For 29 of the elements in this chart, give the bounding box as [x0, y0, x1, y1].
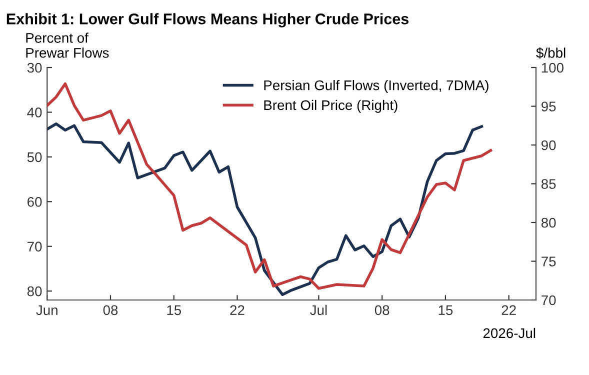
x-tick-label: 08: [374, 305, 390, 316]
legend-label: Persian Gulf Flows (Inverted, 7DMA): [264, 80, 488, 93]
x-tick-label: 08: [103, 305, 118, 316]
y2-tick-label: 75: [542, 256, 556, 266]
x-tick-label: 15: [167, 305, 182, 316]
line-series: [47, 122, 484, 296]
x-tick-label: 15: [438, 305, 453, 316]
y-tick-label: 30: [27, 62, 42, 73]
y2-axis-title: $/bbl: [536, 47, 566, 59]
y-tick-label: 80: [27, 286, 42, 296]
line-series: [47, 82, 492, 290]
y-tick-label: 70: [28, 242, 42, 252]
y2-tick-label: 100: [542, 62, 564, 73]
y2-tick-label: 85: [541, 179, 556, 189]
y-axis-title: Percent of Prewar Flows: [26, 32, 109, 58]
y2-tick-label: 90: [542, 140, 556, 150]
x-tick-label: 22: [502, 305, 516, 315]
y-tick-label: 60: [28, 196, 42, 207]
x-tick-label: Jul: [310, 304, 327, 316]
x-axis-title: 2026-Jul: [483, 328, 536, 338]
x-tick-label: Jun: [36, 305, 58, 316]
chart-title: Exhibit 1: Lower Gulf Flows Means Higher Crude Prices: [6, 13, 409, 28]
legend-label: Brent Oil Price (Right): [264, 100, 398, 113]
y-tick-label: 50: [27, 152, 42, 162]
x-tick-label: 22: [230, 305, 244, 315]
y2-tick-label: 95: [542, 102, 556, 112]
y2-tick-label: 70: [542, 295, 556, 306]
y2-tick-label: 80: [541, 218, 556, 228]
y-tick-label: 40: [27, 108, 42, 118]
